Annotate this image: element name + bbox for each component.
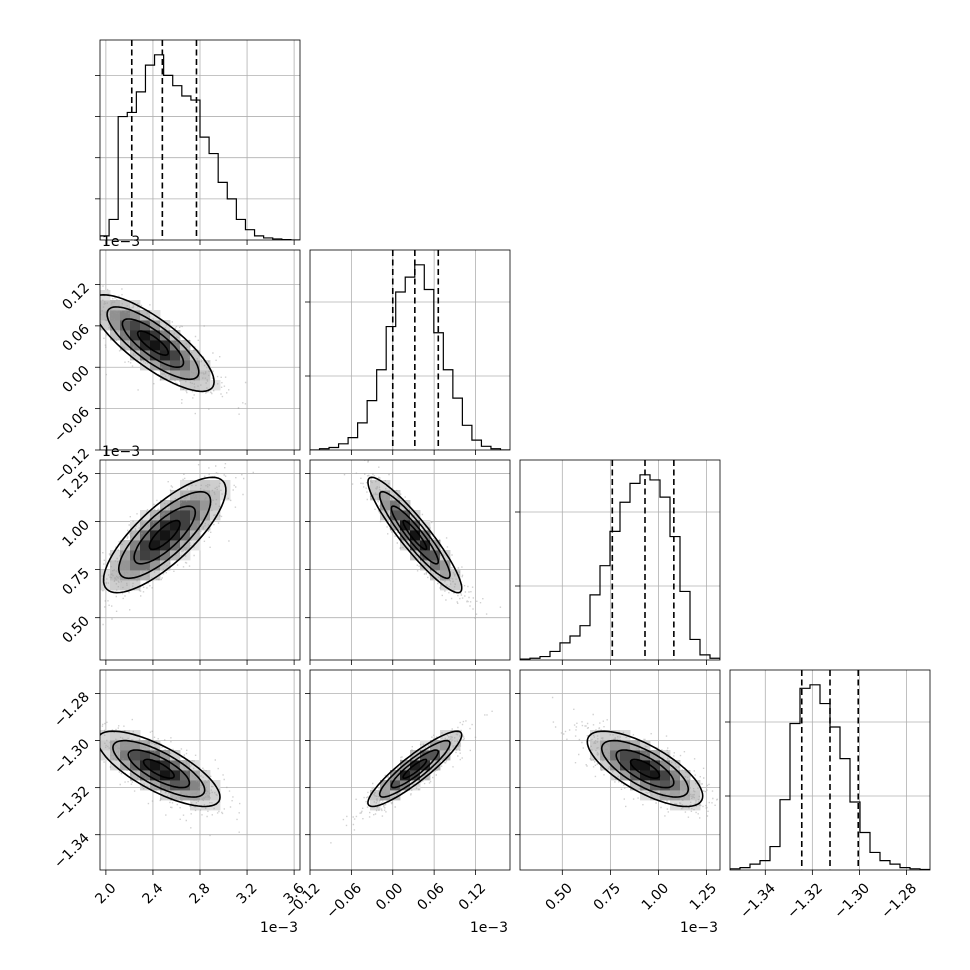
x-tick-label: −1.28 [878, 880, 920, 922]
density-cell [210, 490, 220, 500]
density-cell [180, 510, 190, 520]
x-offset-label: 1e−3 [260, 920, 298, 936]
x-tick-label: −1.32 [784, 880, 826, 922]
density-cell [190, 540, 200, 550]
density-cell [120, 320, 130, 330]
density-cell [180, 540, 190, 550]
y-tick-label: 0.75 [59, 565, 92, 598]
density-panel-6 [520, 670, 732, 870]
y-tick-label: 0.50 [59, 613, 92, 646]
y-tick-label: −1.28 [51, 689, 93, 731]
x-tick-label: 0.00 [373, 880, 406, 913]
density-cell [180, 360, 190, 370]
x-offset-label: 1e−3 [470, 920, 508, 936]
x-tick-label: 3.2 [234, 880, 261, 907]
density-cell [130, 750, 140, 760]
density-panel-2 [66, 455, 300, 660]
histogram-outline-3 [520, 475, 720, 660]
y-tick-label: 0.06 [59, 321, 92, 354]
density-cell [160, 530, 170, 540]
y-tick-label: 0.12 [59, 280, 92, 313]
y-tick-label: 1.00 [59, 517, 92, 550]
x-tick-label: 2.0 [92, 880, 119, 907]
density-cell [100, 740, 110, 750]
x-tick-label: 1.00 [639, 880, 672, 913]
x-tick-label: 0.50 [543, 880, 576, 913]
x-offset-label: 1e−3 [680, 920, 718, 936]
density-panel-5 [310, 670, 510, 870]
density-cell [170, 780, 180, 790]
histogram-panel-3 [520, 460, 720, 660]
histogram-panel-4 [730, 670, 930, 870]
density-cell [660, 780, 670, 790]
histogram-frame-2 [310, 250, 510, 450]
x-tick-label: −1.30 [831, 880, 873, 922]
y-tick-label: −1.34 [51, 830, 93, 872]
x-tick-label: 2.8 [187, 880, 214, 907]
density-cell [170, 360, 180, 370]
x-tick-label: 0.75 [591, 880, 624, 913]
density-cell [450, 580, 460, 590]
y-tick-label: −1.32 [51, 783, 93, 825]
x-tick-label: 0.12 [456, 880, 489, 913]
histogram-panel-1 [100, 40, 300, 240]
density-cell [620, 750, 630, 760]
density-panel-4 [57, 670, 300, 870]
y-tick-label: −0.06 [51, 404, 93, 446]
x-tick-label: 2.4 [139, 880, 166, 907]
y-tick-label: −1.30 [51, 736, 93, 778]
density-cell [670, 790, 680, 800]
x-tick-label: −1.34 [737, 880, 779, 922]
density-cell [200, 380, 210, 390]
density-cell [140, 550, 150, 560]
histogram-outline-2 [310, 265, 510, 450]
density-panel-3 [310, 445, 510, 660]
x-tick-label: 1.25 [687, 880, 720, 913]
y-offset-label: 1e−3 [102, 444, 140, 460]
corner-plot: 2.0 2.4 2.8 3.2 3.61e−3−0.12 −0.06 0.00 0.06 0.1… [0, 0, 970, 970]
x-tick-label: 0.06 [414, 880, 447, 913]
y-tick-label: 0.00 [59, 363, 92, 396]
x-tick-label: −0.06 [323, 880, 365, 922]
histogram-panel-2 [310, 250, 510, 450]
y-offset-label: 1e−3 [102, 234, 140, 250]
density-cell [190, 790, 200, 800]
density-cell [670, 780, 680, 790]
